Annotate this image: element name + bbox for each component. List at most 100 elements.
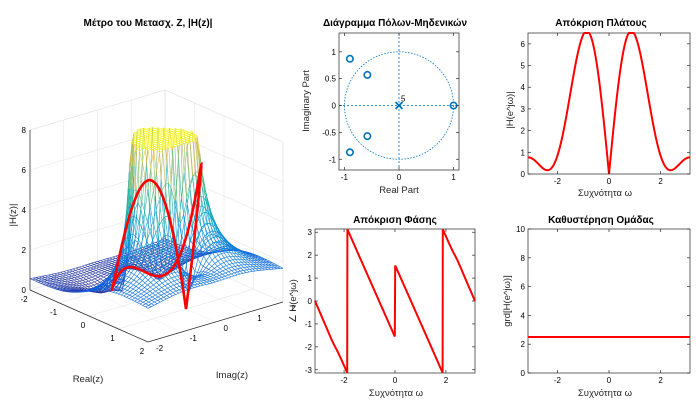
surface-mesh-segment bbox=[235, 259, 239, 263]
surface-mesh-segment bbox=[215, 231, 219, 237]
pole-zero-plot: Διάγραμμα Πόλων-Μηδενικών 5 -1 0 110.50-0.… bbox=[301, 18, 467, 196]
surface-mesh-segment bbox=[56, 276, 60, 279]
surface-mesh-segment bbox=[89, 274, 93, 276]
surface-mesh-segment bbox=[54, 273, 58, 276]
surface-mesh-segment bbox=[168, 148, 172, 190]
surface-mesh-segment bbox=[151, 148, 155, 150]
surface-mesh-segment bbox=[155, 142, 159, 144]
surface-mesh-segment bbox=[159, 132, 163, 135]
surface-mesh-segment bbox=[143, 264, 147, 267]
surface-mesh-segment bbox=[158, 243, 162, 252]
surface-mesh-segment bbox=[200, 282, 204, 284]
surface-mesh-segment bbox=[173, 250, 177, 260]
surface-mesh-segment bbox=[121, 294, 125, 297]
surface-mesh-segment bbox=[161, 235, 165, 240]
surface-mesh-segment bbox=[138, 289, 142, 293]
surface-mesh-segment bbox=[147, 150, 151, 168]
surface-mesh-segment bbox=[174, 129, 179, 131]
surface-mesh-segment bbox=[50, 276, 54, 279]
surface-mesh-segment bbox=[237, 271, 241, 275]
surface-mesh-segment bbox=[153, 279, 157, 283]
surface-mesh-segment bbox=[205, 243, 209, 247]
mag-frame bbox=[527, 32, 691, 175]
surface-mesh-segment bbox=[212, 252, 216, 258]
surface-mesh-segment bbox=[102, 265, 106, 268]
surface-mesh-segment bbox=[211, 265, 215, 269]
surface-mesh-segment bbox=[91, 275, 96, 278]
surface-mesh-segment bbox=[148, 303, 152, 306]
surface-mesh-segment bbox=[178, 138, 182, 141]
surface-mesh-segment bbox=[90, 268, 94, 271]
surface-mesh-segment bbox=[159, 147, 164, 150]
surface-mesh-segment bbox=[217, 263, 221, 267]
surface-mesh-segment bbox=[214, 263, 218, 267]
surface-mesh-segment bbox=[172, 290, 177, 293]
surface-mesh-segment bbox=[103, 261, 107, 264]
surface-mesh-segment bbox=[155, 226, 160, 234]
surface-mesh-segment bbox=[142, 133, 146, 135]
surface-mesh-segment bbox=[240, 267, 244, 269]
surface-mesh-segment bbox=[141, 282, 146, 286]
surface-mesh-segment bbox=[194, 281, 198, 285]
surface-mesh-segment bbox=[59, 278, 63, 281]
surface-mesh-segment bbox=[173, 284, 177, 288]
surface-mesh-segment bbox=[141, 176, 146, 203]
surface-mesh-segment bbox=[197, 280, 201, 282]
surface-mesh-segment bbox=[113, 288, 117, 291]
surface-mesh-segment bbox=[259, 265, 263, 269]
phase-ytick-label: 0 bbox=[308, 297, 313, 306]
surface-mesh-segment bbox=[144, 287, 148, 290]
surface-mesh-segment bbox=[144, 259, 148, 262]
surface-mesh-segment bbox=[238, 262, 242, 266]
surface-mesh-segment bbox=[221, 242, 225, 249]
surface-mesh-segment bbox=[140, 248, 145, 257]
surface-mesh-segment bbox=[109, 256, 113, 259]
surface-mesh-segment bbox=[91, 279, 95, 283]
surface-mesh-segment bbox=[139, 145, 144, 148]
surface-mesh-segment bbox=[107, 290, 111, 292]
surface-mesh-segment bbox=[170, 237, 174, 251]
surface-mesh-segment bbox=[216, 272, 220, 275]
surface-mesh-segment bbox=[159, 134, 163, 137]
surface-mesh-segment bbox=[85, 264, 89, 267]
surface-mesh-segment bbox=[203, 281, 207, 283]
surface-mesh-segment bbox=[129, 234, 134, 247]
surface-mesh-segment bbox=[169, 144, 173, 147]
surface-mesh-segment bbox=[133, 215, 137, 218]
gd-ytick-label: 4 bbox=[521, 311, 526, 320]
surface-mesh-segment bbox=[155, 199, 160, 211]
surface-mesh-segment bbox=[144, 137, 148, 139]
surface-mesh-segment bbox=[207, 275, 211, 277]
surface-mesh-segment bbox=[233, 253, 237, 257]
surface-mesh-segment bbox=[163, 145, 167, 148]
surface-mesh-segment bbox=[124, 286, 128, 290]
surface-mesh-segment bbox=[94, 281, 98, 285]
surface-mesh-segment bbox=[131, 272, 135, 275]
surface-mesh-segment bbox=[135, 217, 140, 222]
surface-mesh-segment bbox=[127, 234, 131, 248]
surface-mesh-segment bbox=[150, 259, 154, 262]
surface-mesh-segment bbox=[92, 271, 96, 274]
surface-mesh-segment bbox=[172, 292, 176, 295]
surface-mesh-segment bbox=[175, 139, 179, 142]
surface-mesh-segment bbox=[79, 282, 83, 284]
surface-mesh-segment bbox=[229, 260, 233, 264]
surface-mesh-segment bbox=[212, 243, 216, 251]
surface-mesh-segment bbox=[106, 271, 111, 274]
surface-mesh-segment bbox=[54, 272, 58, 274]
surface-mesh-segment bbox=[154, 130, 158, 133]
surface-mesh-segment bbox=[147, 136, 151, 139]
surface-mesh-segment bbox=[223, 261, 227, 263]
surface-mesh-segment bbox=[152, 233, 156, 241]
surface-mesh-segment bbox=[213, 277, 217, 280]
surface-mesh-segment bbox=[176, 283, 180, 287]
surface-mesh-segment bbox=[204, 224, 208, 237]
surface-floor-gridline bbox=[164, 249, 284, 303]
surface-mesh-segment bbox=[132, 138, 136, 141]
surface-mesh-segment bbox=[164, 242, 168, 244]
surface-mesh-segment bbox=[126, 297, 130, 299]
surface-mesh-segment bbox=[252, 268, 256, 272]
surface-mesh-segment bbox=[214, 265, 218, 269]
surface-xtick-label: -2 bbox=[20, 295, 28, 304]
surface-mesh-segment bbox=[226, 260, 230, 262]
